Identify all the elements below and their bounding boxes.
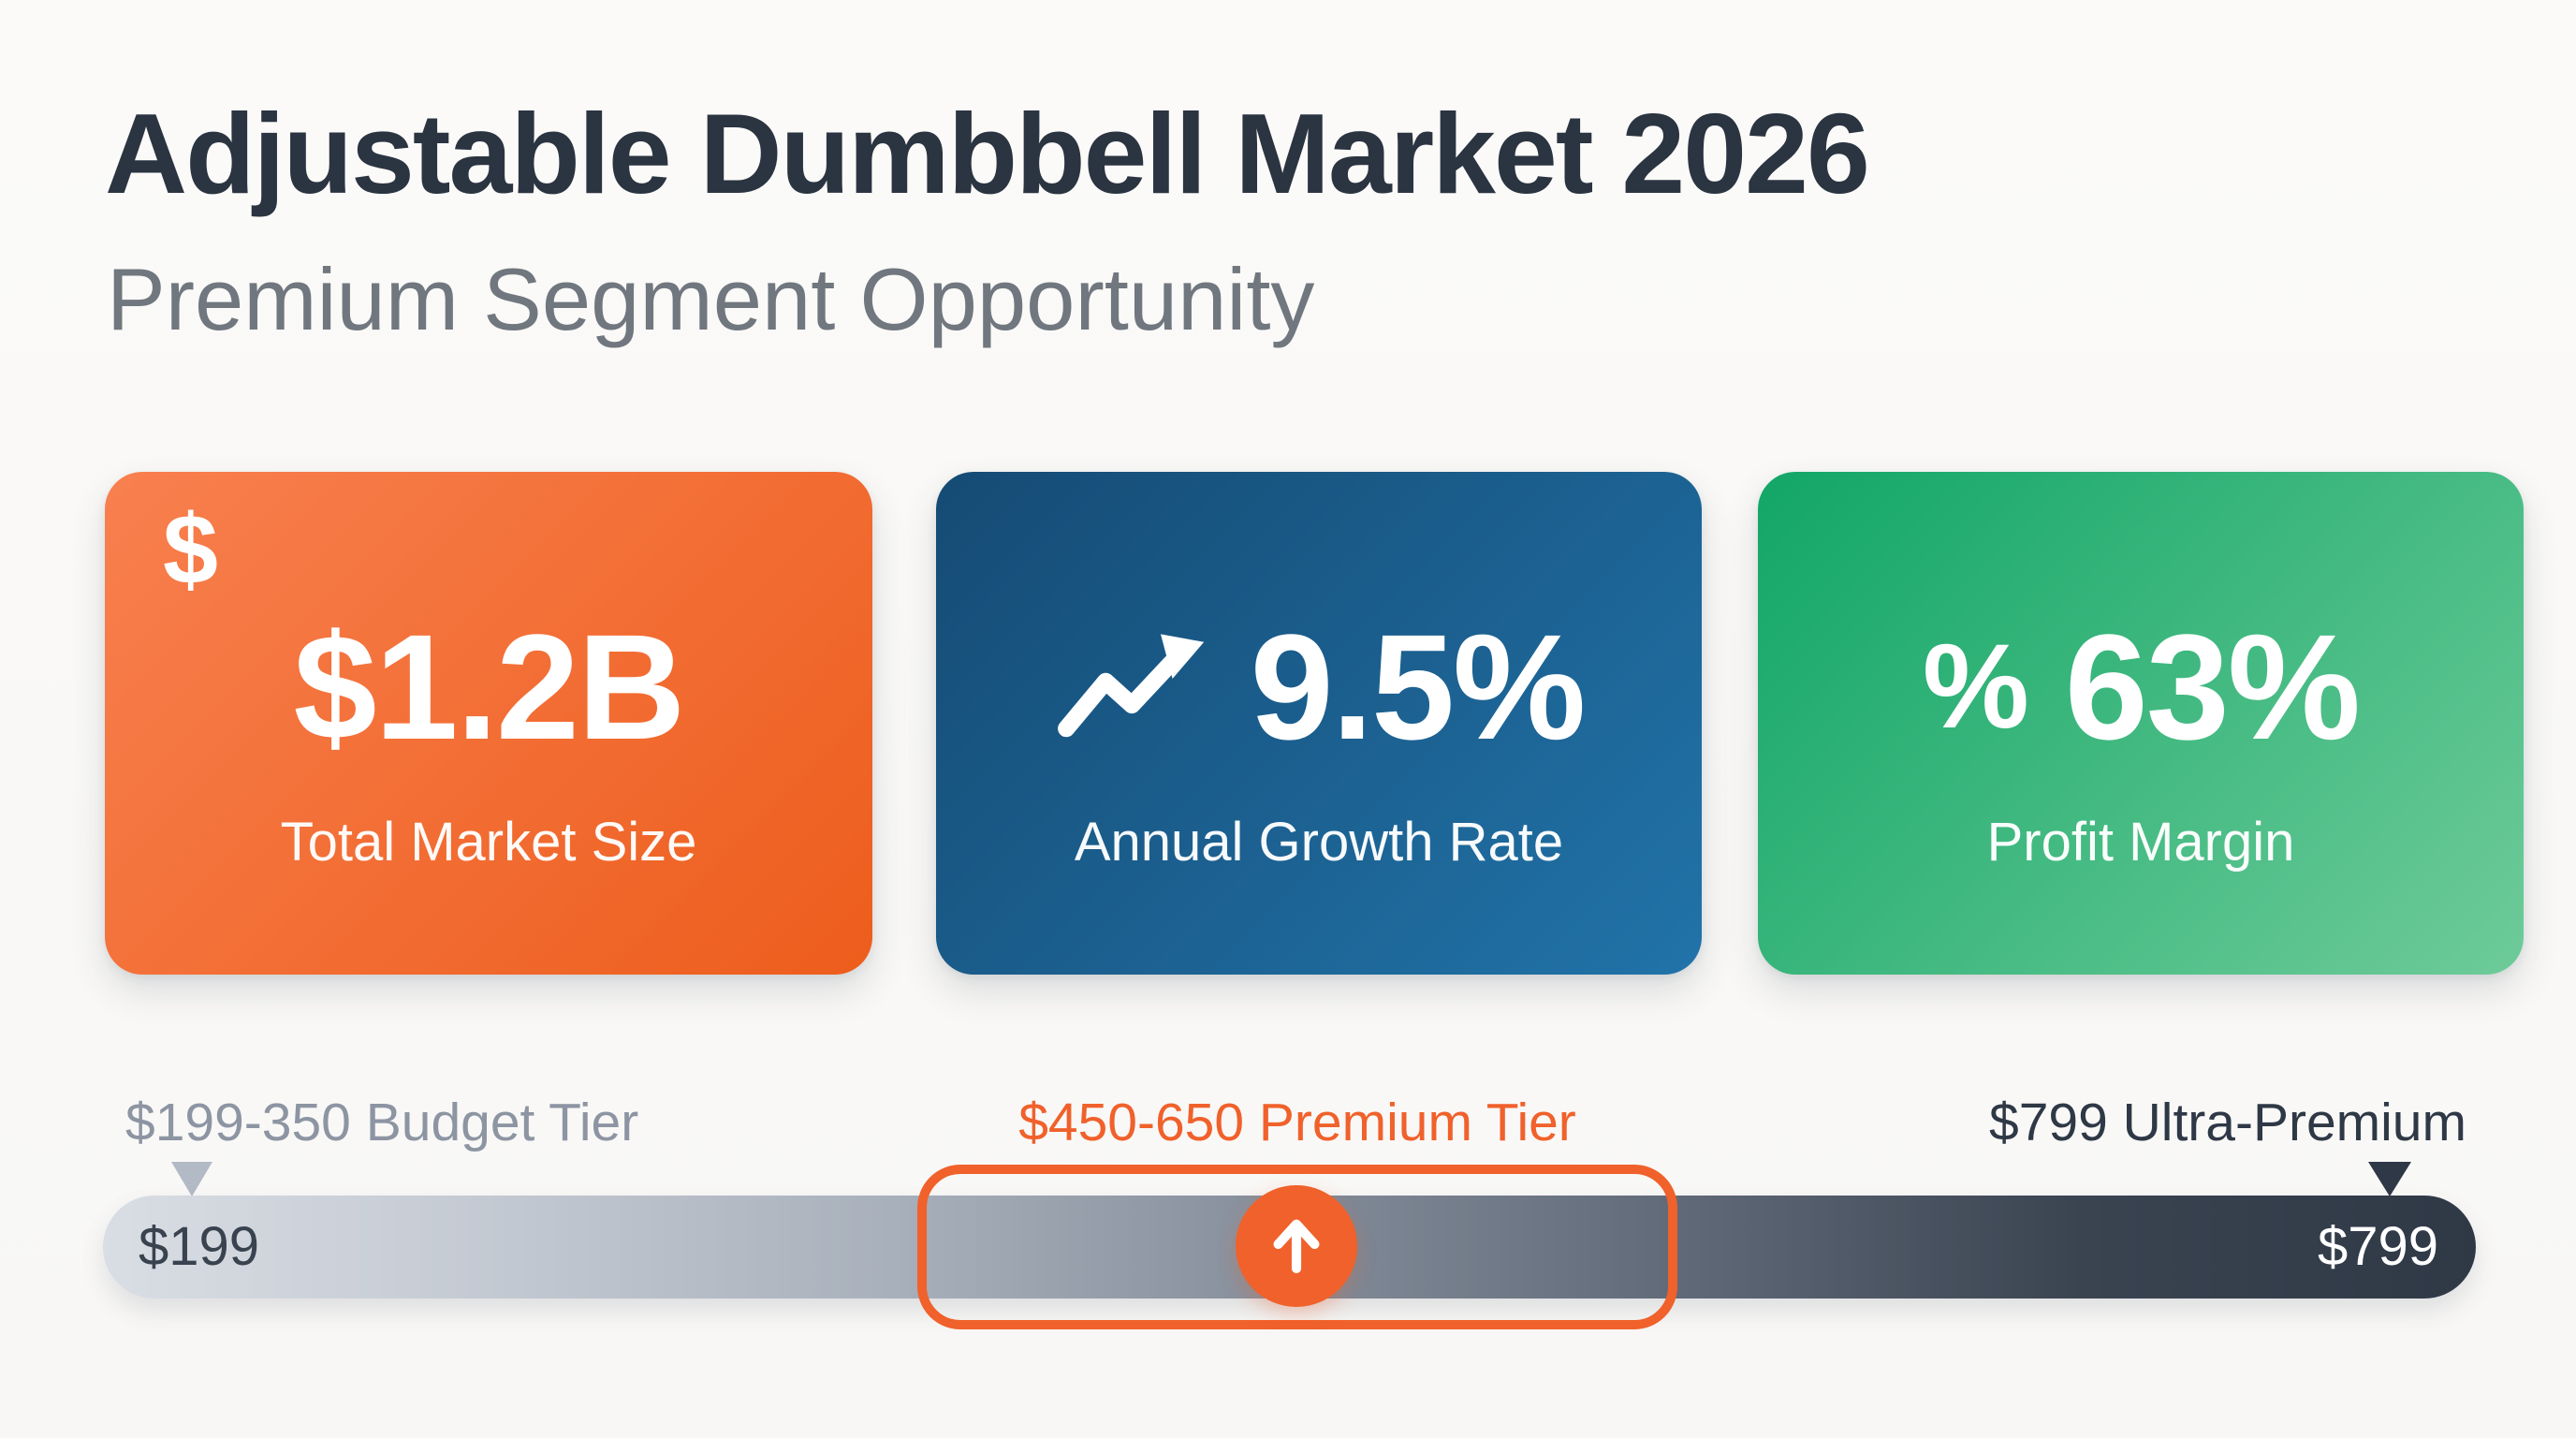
stat-label-market-size: Total Market Size (280, 812, 697, 873)
arrow-up-icon (1262, 1210, 1331, 1284)
ultra-premium-tier-marker-icon (2368, 1162, 2411, 1196)
stat-value-market-size: $1.2B (293, 603, 686, 770)
ultra-premium-tier-label: $799 Ultra-Premium (1989, 1093, 2466, 1152)
price-bar-max-value: $799 (2317, 1216, 2438, 1277)
stat-label-profit-margin: Profit Margin (1986, 812, 2295, 873)
stat-label-growth-rate: Annual Growth Rate (1074, 812, 1564, 873)
stat-card-profit-margin: % 63% Profit Margin (1758, 472, 2524, 975)
budget-tier-marker-icon (171, 1162, 212, 1196)
stat-card-growth-rate: 9.5% Annual Growth Rate (936, 472, 1702, 975)
page-subtitle: Premium Segment Opportunity (107, 250, 1315, 348)
premium-tier-label: $450-650 Premium Tier (1018, 1093, 1576, 1152)
trend-up-icon (1054, 626, 1215, 749)
premium-tier-highlight-box (917, 1165, 1677, 1329)
stat-value-profit-margin: 63% (2064, 603, 2361, 770)
stat-value-growth-rate: 9.5% (1250, 603, 1587, 770)
budget-tier-label: $199-350 Budget Tier (125, 1093, 639, 1152)
price-bar-min-value: $199 (139, 1216, 260, 1277)
page-title: Adjustable Dumbbell Market 2026 (105, 90, 1870, 217)
percent-icon: % (1922, 620, 2029, 754)
premium-tier-up-arrow-badge (1236, 1185, 1357, 1307)
stat-card-market-size: $ $1.2B Total Market Size (105, 472, 872, 975)
dollar-icon: $ (163, 494, 218, 605)
